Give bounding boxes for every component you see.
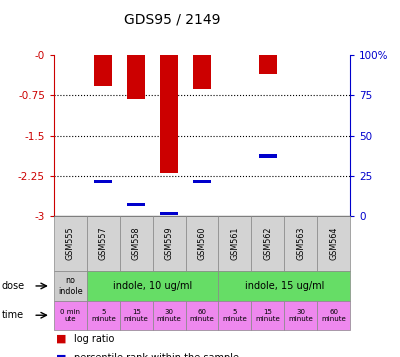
Text: no
indole: no indole (58, 276, 83, 296)
Text: 15
minute: 15 minute (256, 309, 280, 322)
Text: 5
minute: 5 minute (222, 309, 247, 322)
Text: 60
minute: 60 minute (321, 309, 346, 322)
Bar (259, 154, 277, 158)
Text: GSM564: GSM564 (329, 227, 338, 260)
Text: ■: ■ (56, 334, 66, 344)
Bar (127, 55, 145, 99)
Bar (259, 55, 277, 74)
Text: ■: ■ (56, 353, 66, 357)
Text: GSM558: GSM558 (132, 227, 141, 260)
Bar (127, 202, 145, 206)
Text: 0 min
ute: 0 min ute (60, 309, 80, 322)
Text: dose: dose (2, 281, 25, 291)
Text: log ratio: log ratio (74, 334, 114, 344)
Bar (193, 55, 211, 89)
Bar (160, 55, 178, 173)
Text: GSM557: GSM557 (99, 227, 108, 261)
Bar (94, 180, 112, 183)
Text: indole, 10 ug/ml: indole, 10 ug/ml (113, 281, 192, 291)
Bar (193, 180, 211, 183)
Text: 30
minute: 30 minute (288, 309, 313, 322)
Text: GSM555: GSM555 (66, 227, 75, 261)
Bar (160, 212, 178, 215)
Text: GDS95 / 2149: GDS95 / 2149 (124, 12, 220, 26)
Text: indole, 15 ug/ml: indole, 15 ug/ml (244, 281, 324, 291)
Text: percentile rank within the sample: percentile rank within the sample (74, 353, 239, 357)
Text: GSM563: GSM563 (296, 227, 305, 260)
Text: GSM562: GSM562 (263, 227, 272, 260)
Text: 15
minute: 15 minute (124, 309, 148, 322)
Text: 60
minute: 60 minute (190, 309, 214, 322)
Text: GSM561: GSM561 (230, 227, 239, 260)
Bar (94, 55, 112, 86)
Text: GSM559: GSM559 (165, 227, 174, 261)
Text: 30
minute: 30 minute (157, 309, 182, 322)
Text: time: time (2, 310, 24, 320)
Text: GSM560: GSM560 (198, 227, 206, 260)
Text: 5
minute: 5 minute (91, 309, 116, 322)
